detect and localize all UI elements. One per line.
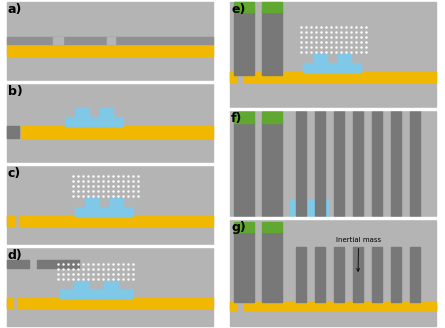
Bar [262, 10, 282, 75]
Bar [410, 111, 420, 216]
Text: b): b) [8, 85, 23, 98]
Bar [99, 108, 113, 117]
Bar [230, 302, 244, 310]
Bar [410, 247, 420, 302]
Bar [262, 222, 282, 232]
Bar [315, 247, 325, 302]
Bar [230, 302, 236, 310]
Bar [234, 121, 254, 216]
Bar [234, 111, 254, 123]
Bar [391, 111, 401, 216]
Bar [21, 126, 213, 138]
Bar [5, 0, 215, 82]
Bar [219, 0, 228, 328]
Bar [107, 37, 115, 44]
Bar [313, 54, 327, 63]
Bar [230, 2, 436, 107]
Bar [353, 247, 363, 302]
Bar [234, 10, 254, 75]
Bar [109, 198, 123, 207]
Text: Inertial mass: Inertial mass [336, 237, 381, 271]
Bar [5, 81, 215, 83]
Bar [5, 164, 215, 246]
Bar [372, 111, 382, 216]
Bar [262, 111, 282, 123]
Bar [7, 298, 17, 308]
Bar [7, 126, 21, 138]
Bar [7, 216, 15, 226]
Bar [372, 247, 382, 302]
Bar [230, 220, 436, 326]
Bar [5, 82, 215, 164]
Text: c): c) [8, 167, 21, 180]
Bar [315, 111, 325, 216]
Bar [234, 222, 254, 232]
Bar [234, 2, 254, 12]
Bar [7, 166, 213, 244]
Text: d): d) [8, 249, 23, 262]
Bar [262, 232, 282, 302]
Bar [228, 0, 438, 109]
Bar [7, 298, 13, 308]
Bar [230, 111, 436, 216]
Bar [337, 54, 351, 63]
Bar [228, 218, 438, 328]
Bar [262, 2, 282, 12]
Bar [75, 108, 89, 117]
Bar [74, 281, 88, 289]
Bar [334, 247, 344, 302]
Bar [234, 232, 254, 302]
Text: a): a) [8, 3, 22, 16]
Bar [296, 111, 306, 216]
Bar [60, 289, 132, 298]
Bar [65, 117, 123, 126]
Bar [244, 302, 436, 310]
Bar [85, 198, 99, 207]
Bar [244, 72, 436, 82]
Bar [230, 72, 236, 82]
Bar [7, 126, 19, 138]
Bar [290, 200, 328, 216]
Bar [228, 217, 438, 219]
Bar [7, 44, 213, 56]
Bar [334, 111, 344, 216]
Bar [353, 111, 363, 216]
Bar [230, 72, 244, 82]
Bar [262, 121, 282, 216]
Bar [228, 109, 438, 218]
Bar [303, 63, 361, 72]
Bar [7, 84, 213, 162]
Bar [19, 216, 213, 226]
Bar [296, 247, 306, 302]
Text: g): g) [231, 221, 246, 234]
Bar [37, 260, 79, 268]
Bar [7, 37, 213, 44]
Bar [7, 216, 19, 226]
Text: f): f) [231, 112, 243, 125]
Bar [17, 298, 213, 308]
Bar [5, 246, 215, 328]
Text: e): e) [231, 3, 245, 16]
Bar [296, 302, 436, 310]
Bar [5, 245, 215, 247]
Bar [228, 108, 438, 110]
Bar [75, 207, 133, 216]
Bar [5, 163, 215, 165]
Bar [7, 2, 213, 80]
Bar [7, 248, 213, 326]
Bar [104, 281, 118, 289]
Bar [391, 247, 401, 302]
Bar [53, 37, 63, 44]
Bar [7, 260, 29, 268]
